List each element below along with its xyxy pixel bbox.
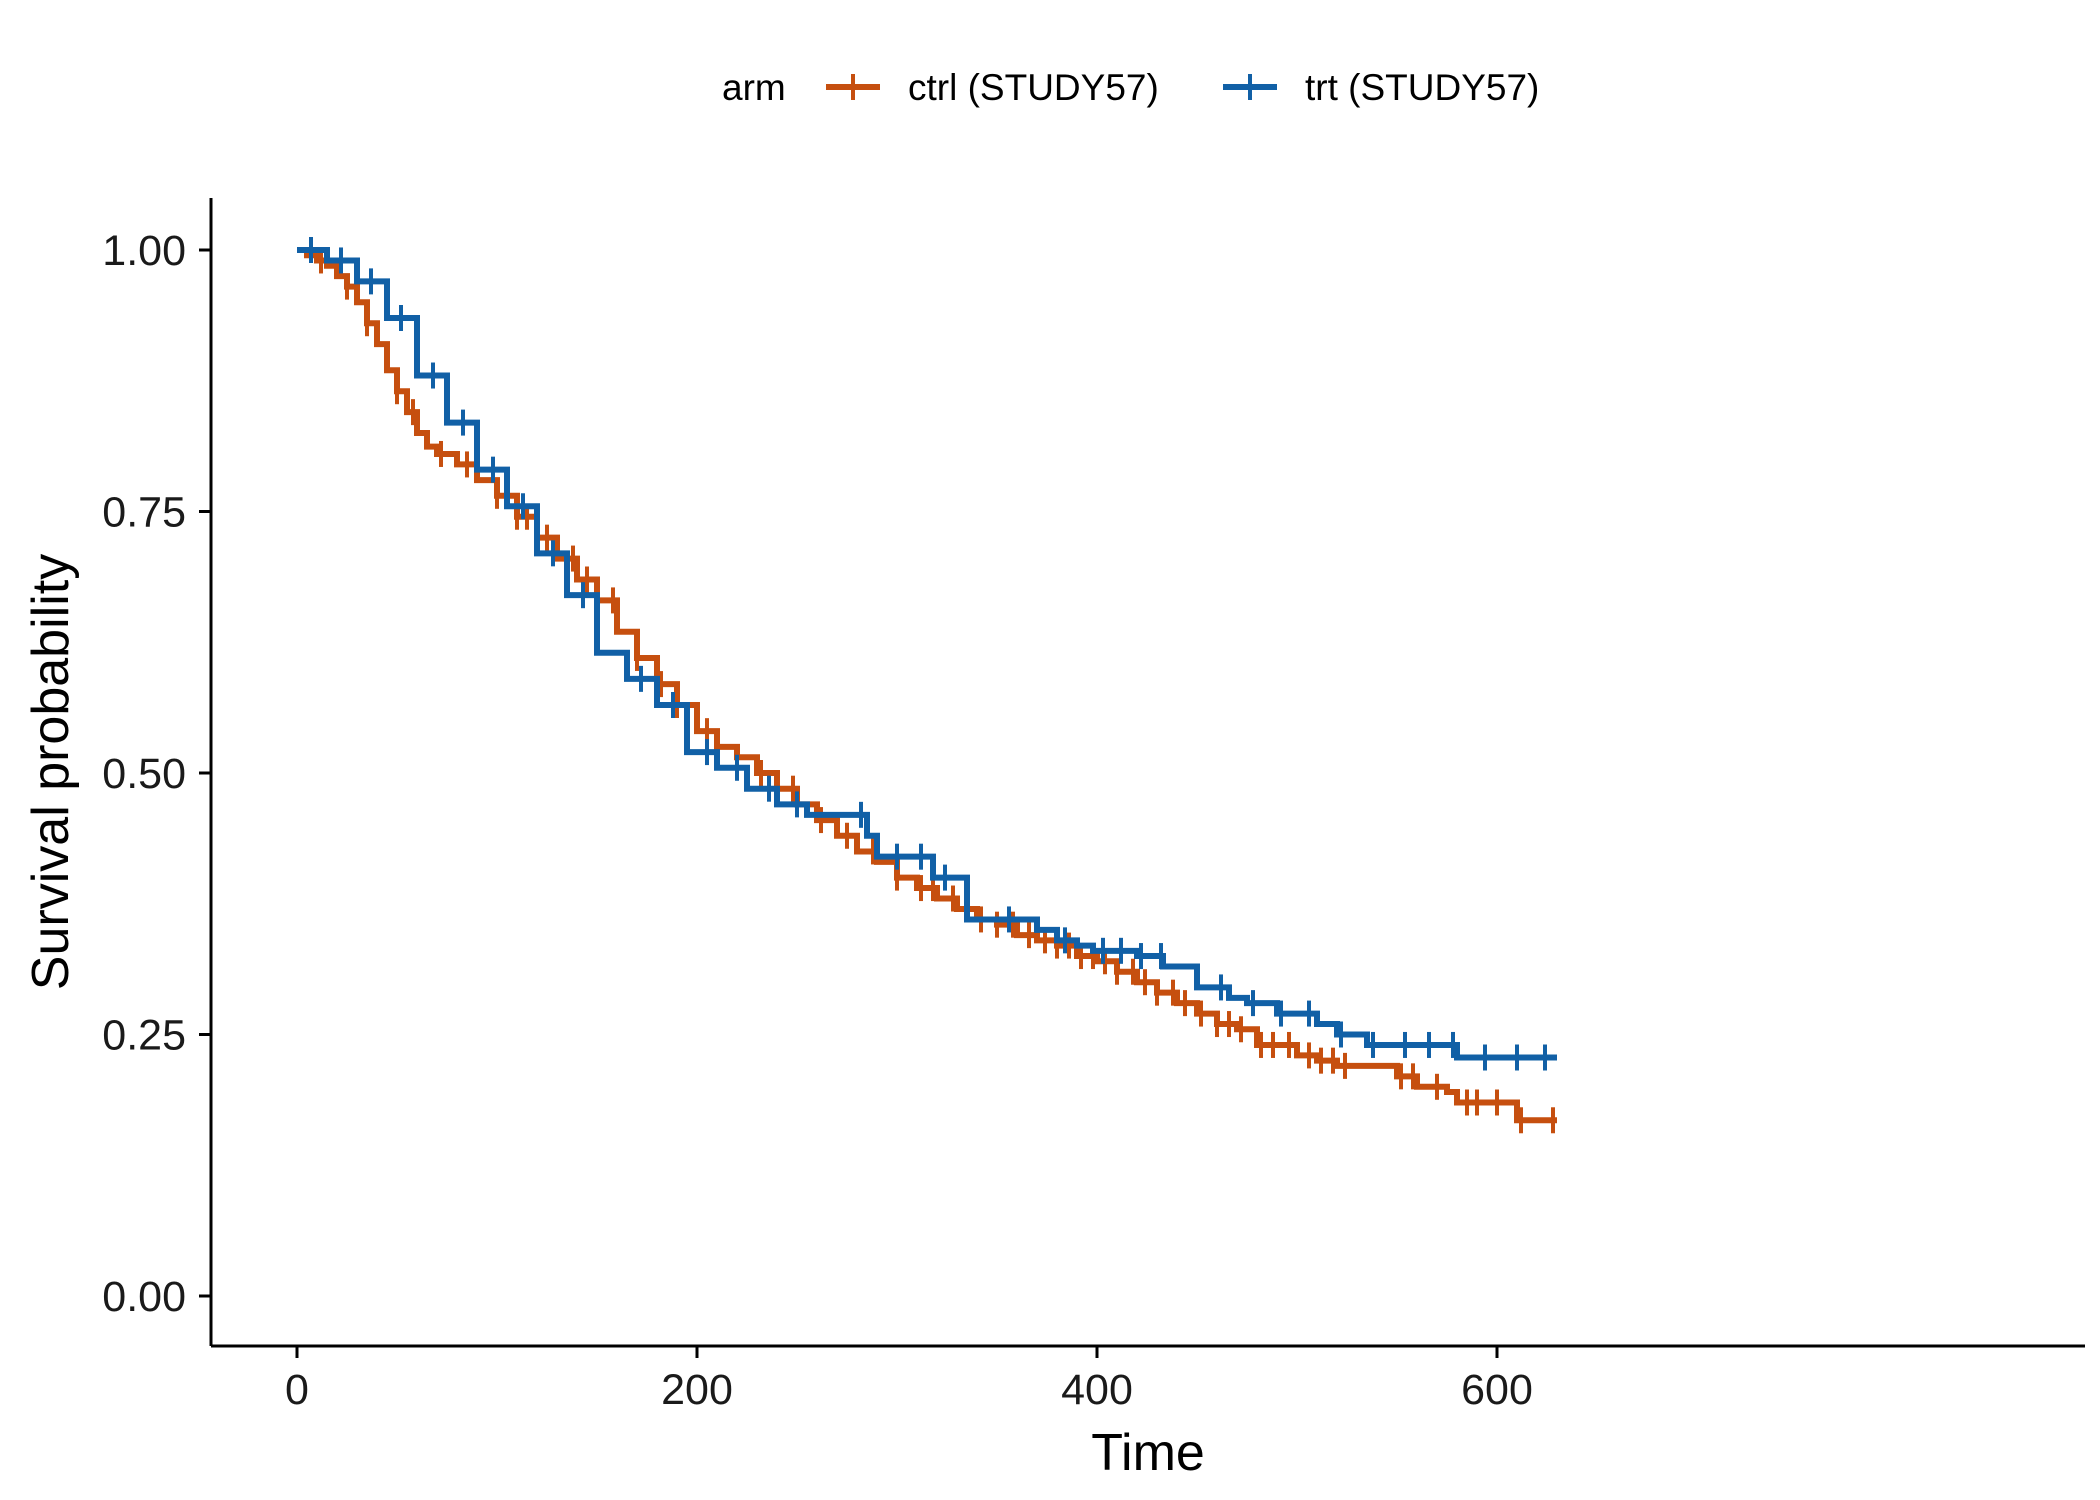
x-tick-label: 400 — [1061, 1366, 1133, 1414]
y-tick-label: 0.50 — [102, 750, 186, 798]
legend: arm ctrl (STUDY57) trt (STUDY57) — [722, 67, 1539, 108]
y-axis-title: Survival probability — [22, 554, 80, 990]
series-trt — [297, 237, 1557, 1071]
y-tick-label: 1.00 — [102, 227, 186, 275]
x-axis-title: Time — [1091, 1424, 1205, 1482]
legend-title: arm — [722, 67, 786, 108]
survival-line-ctrl — [297, 247, 1557, 1124]
legend-key-ctrl — [826, 74, 880, 100]
y-tick-label: 0.25 — [102, 1012, 186, 1060]
x-axis-ticks: 0 200 400 600 — [285, 1346, 1533, 1414]
x-tick-label: 0 — [285, 1366, 309, 1414]
plot-area — [297, 237, 1557, 1134]
y-axis-ticks: 0.00 0.25 0.50 0.75 1.00 — [102, 227, 211, 1321]
legend-label-ctrl: ctrl (STUDY57) — [908, 67, 1159, 108]
survival-line-trt — [297, 247, 1557, 1061]
x-tick-label: 600 — [1461, 1366, 1533, 1414]
legend-label-trt: trt (STUDY57) — [1305, 67, 1539, 108]
y-tick-label: 0.75 — [102, 489, 186, 537]
y-tick-label: 0.00 — [102, 1273, 186, 1321]
legend-key-trt — [1223, 74, 1277, 100]
x-tick-label: 200 — [661, 1366, 733, 1414]
series-ctrl — [297, 247, 1557, 1134]
